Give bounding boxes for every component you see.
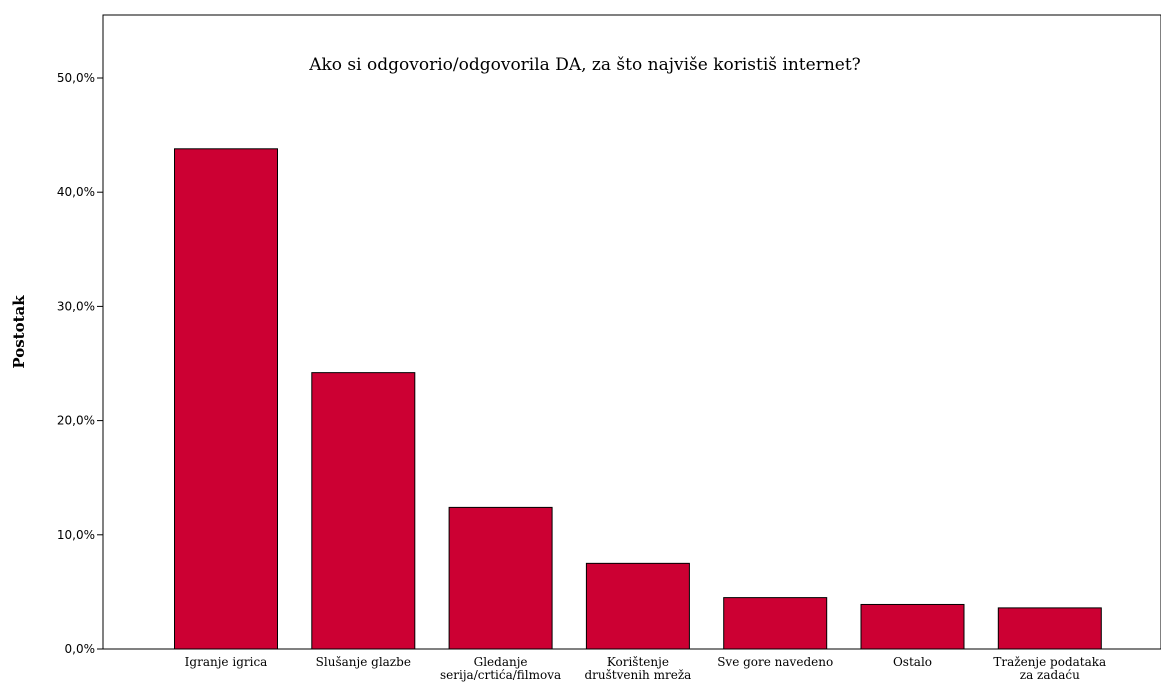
y-tick-label: 0,0% <box>65 642 96 656</box>
bar <box>585 562 690 650</box>
y-axis-label: Postotak <box>10 295 28 369</box>
bar <box>174 148 278 650</box>
bar <box>723 597 828 650</box>
x-category-label: Gledanje serija/crtića/filmova <box>440 655 561 682</box>
x-category-label: Igranje igrica <box>185 655 268 669</box>
bar <box>997 607 1102 650</box>
x-category-label: Sve gore navedeno <box>717 655 833 669</box>
x-category-label: Slušanje glazbe <box>316 655 411 669</box>
y-axis: 0,0% 10,0% 20,0% 30,0% 40,0% 50,0% <box>57 71 103 656</box>
bars-group <box>174 148 1102 650</box>
chart-title: Ako si odgovorio/odgovorila DA, za što n… <box>308 55 861 75</box>
y-tick-label: 40,0% <box>57 185 95 199</box>
y-tick-label: 30,0% <box>57 299 95 313</box>
y-tick-label: 10,0% <box>57 528 95 542</box>
bar <box>860 603 965 650</box>
y-tick-label: 20,0% <box>57 414 95 428</box>
x-category-label: Traženje podataka za zadaću <box>993 655 1106 682</box>
bar <box>448 506 553 650</box>
y-tick-label: 50,0% <box>57 71 95 85</box>
x-category-label: Ostalo <box>893 655 932 669</box>
bar <box>311 372 416 650</box>
x-category-label: Korištenje društvenih mreža <box>584 655 691 682</box>
x-axis: Igranje igrica Slušanje glazbe Gledanje ser… <box>185 655 1107 682</box>
